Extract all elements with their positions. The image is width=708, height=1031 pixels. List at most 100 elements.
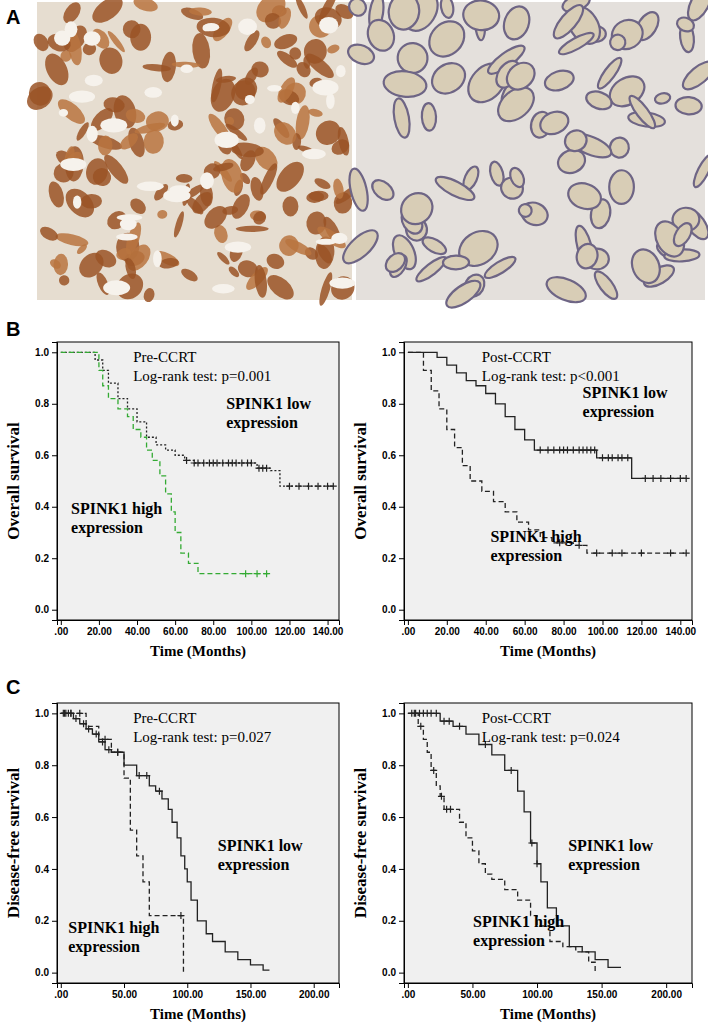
unstained-gland	[500, 3, 534, 43]
y-tick-label: 0.6	[35, 812, 49, 823]
y-tick-label: 0.2	[35, 553, 49, 564]
x-tick: 150.00	[587, 983, 618, 1000]
stained-gland	[92, 246, 119, 271]
x-axis-line	[58, 621, 340, 626]
lumen	[54, 31, 70, 46]
unstained-gland	[442, 276, 484, 313]
censor-mark	[295, 483, 302, 490]
x-tick: 100.00	[172, 983, 203, 1000]
x-tick-mark	[666, 983, 667, 988]
y-tick-mark	[399, 765, 404, 766]
y-axis-line	[399, 343, 405, 621]
y-tick: 0.2	[35, 553, 57, 564]
censor-mark	[263, 465, 270, 472]
stained-gland	[38, 224, 61, 244]
lumen	[59, 109, 68, 117]
annotation: Log-rank test: p=0.027	[133, 729, 272, 745]
stained-gland	[53, 253, 69, 275]
y-axis: 0.00.20.40.60.81.0	[382, 704, 404, 984]
lumen	[144, 87, 162, 98]
y-tick-mark	[52, 610, 57, 611]
panel-label: C	[6, 676, 20, 698]
stained-gland	[332, 178, 346, 200]
annotation: Post-CCRT	[482, 710, 551, 726]
y-tick-mark	[399, 455, 404, 456]
stained-gland	[176, 174, 193, 183]
stained-gland	[142, 63, 171, 72]
censor-mark	[683, 550, 690, 557]
y-tick-mark	[399, 973, 404, 974]
x-tick: 100.00	[237, 620, 268, 637]
stained-gland	[270, 118, 301, 150]
y-axis-title: Disease-free survival	[351, 768, 370, 919]
unstained-gland	[382, 69, 428, 99]
censor-mark	[667, 550, 674, 557]
censor-mark	[411, 710, 418, 717]
x-axis-title: Time (Months)	[500, 643, 596, 660]
stained-gland	[89, 164, 114, 189]
lumen	[316, 239, 337, 245]
censor-mark	[446, 718, 453, 725]
lumen	[60, 158, 86, 171]
unstained-gland	[679, 57, 708, 94]
y-tick-mark	[52, 869, 57, 870]
stained-gland	[272, 31, 299, 52]
lumen	[84, 31, 101, 46]
y-tick: 0.8	[35, 398, 57, 409]
y-tick-mark	[52, 507, 57, 508]
censor-mark	[528, 840, 535, 847]
x-tick: 120.00	[627, 620, 658, 637]
annotation: Log-rank test: p=0.001	[133, 368, 271, 384]
y-tick-label: 0.0	[382, 604, 396, 615]
y-tick-label: 0.4	[35, 501, 49, 512]
unstained-gland	[395, 187, 439, 231]
unstained-gland	[609, 33, 627, 51]
censor-mark	[624, 454, 631, 461]
x-tick-label: 150.00	[587, 989, 618, 1000]
series-label: SPINK1 highexpression	[68, 919, 159, 956]
censor-mark	[315, 483, 322, 490]
censor-mark	[534, 860, 541, 867]
stained-gland	[242, 65, 260, 87]
y-tick-label: 0.6	[35, 450, 49, 461]
x-tick-label: 120.00	[275, 626, 306, 637]
stained-gland	[287, 46, 303, 62]
stained-gland	[153, 248, 181, 269]
x-tick-mark	[137, 620, 138, 625]
censor-mark	[667, 475, 674, 482]
x-tick-label: .00	[54, 989, 68, 1000]
y-tick-label: 0.8	[35, 760, 49, 771]
stained-gland	[172, 210, 186, 238]
lumen	[171, 114, 179, 126]
x-tick-mark	[472, 983, 473, 988]
x-tick-mark	[175, 620, 176, 625]
y-axis: 0.00.20.40.60.81.0	[35, 343, 57, 621]
y-tick-mark	[399, 921, 404, 922]
stained-gland	[88, 0, 127, 28]
x-tick: 60.00	[513, 620, 538, 637]
x-tick-mark	[525, 620, 526, 625]
x-tick: .00	[54, 983, 68, 1000]
unstained-gland	[591, 268, 621, 302]
stained-gland	[46, 31, 73, 54]
unstained-gland	[675, 96, 702, 115]
series-label: SPINK1 lowexpression	[568, 837, 653, 874]
stained-gland	[132, 0, 160, 14]
x-tick-mark	[537, 983, 538, 988]
x-axis: .0050.00100.00150.00200.00	[54, 983, 339, 1000]
lumen	[137, 182, 164, 191]
x-axis-line	[405, 984, 693, 989]
y-tick-label: 0.0	[35, 604, 49, 615]
stained-gland	[315, 242, 335, 266]
y-tick-label: 0.8	[35, 398, 49, 409]
censor-mark	[114, 749, 121, 756]
x-tick-label: 100.00	[237, 626, 268, 637]
y-tick-mark	[52, 817, 57, 818]
unstained-gland	[543, 272, 589, 307]
unstained-gland	[516, 202, 534, 220]
panel-label: A	[6, 6, 20, 28]
stained-gland	[277, 233, 301, 258]
y-tick-mark	[399, 869, 404, 870]
x-tick-label: 50.00	[460, 989, 485, 1000]
unstained-gland	[609, 170, 634, 204]
